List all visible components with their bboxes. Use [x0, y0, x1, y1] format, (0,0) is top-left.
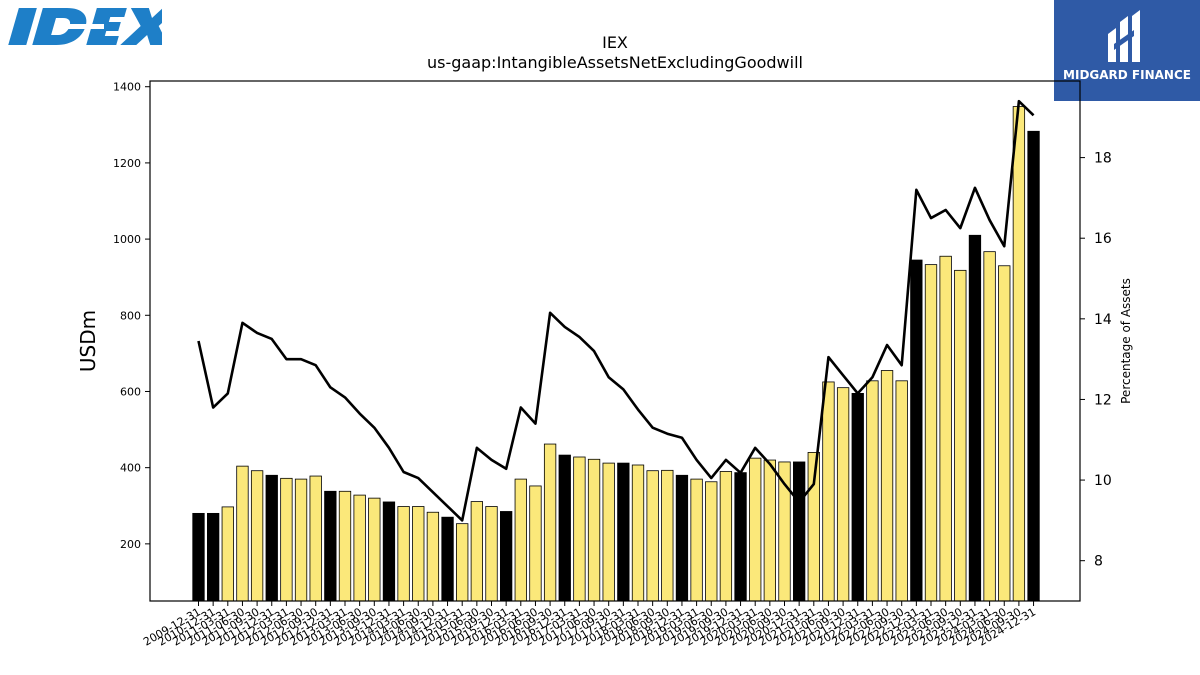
bar — [324, 490, 337, 602]
bar — [543, 443, 557, 602]
bar — [631, 464, 645, 602]
bar — [1012, 106, 1026, 602]
bar — [397, 506, 410, 602]
y2-tick-label: 12 — [1094, 392, 1112, 408]
bar — [690, 478, 703, 602]
bar — [353, 494, 366, 602]
bar — [221, 506, 234, 602]
bar — [705, 481, 718, 602]
bar — [573, 456, 586, 602]
bar — [719, 471, 733, 602]
bar — [368, 497, 381, 602]
y2-tick-label: 16 — [1094, 231, 1112, 247]
midgard-brand-text: MIDGARD FINANCE — [1063, 68, 1191, 82]
bar — [646, 470, 659, 602]
y2-tick-label: 18 — [1094, 151, 1112, 167]
bar — [939, 255, 952, 602]
bar — [558, 454, 571, 602]
bar — [983, 251, 996, 602]
line-layer — [197, 99, 1035, 522]
y2-tick-label: 14 — [1094, 312, 1112, 328]
bar — [338, 490, 352, 602]
bar — [529, 485, 542, 602]
bar — [499, 511, 513, 602]
bar — [822, 381, 835, 602]
axes-layer: 200400600800100012001400810121416182009-… — [113, 80, 1112, 649]
bar — [587, 458, 601, 602]
percentage-line — [197, 99, 1035, 522]
bar — [602, 462, 615, 602]
bar — [236, 465, 249, 602]
chart-title: IEX — [602, 33, 628, 52]
bar — [661, 469, 674, 602]
bar — [441, 516, 454, 602]
midgard-finance-logo: MIDGARD FINANCE — [1054, 0, 1200, 101]
y2-tick-label: 8 — [1094, 554, 1103, 570]
bar — [1027, 130, 1040, 602]
bar — [836, 387, 850, 602]
bar — [470, 501, 484, 602]
bar — [514, 478, 527, 602]
bar — [954, 269, 967, 602]
bar — [206, 512, 220, 602]
y-tick-label: 1000 — [113, 233, 141, 246]
bar — [309, 475, 322, 602]
bar — [763, 459, 776, 602]
bar — [456, 523, 469, 602]
y-tick-label: 400 — [120, 462, 141, 475]
bar — [793, 461, 806, 602]
bar — [485, 506, 498, 602]
bar — [382, 501, 396, 602]
midgard-emblem-icon — [1108, 10, 1140, 62]
chart-subtitle: us-gaap:IntangibleAssetsNetExcludingGood… — [427, 53, 803, 72]
bar — [924, 264, 938, 602]
y-tick-label: 600 — [120, 385, 141, 398]
idex-logo — [8, 8, 162, 45]
bar — [265, 474, 278, 602]
bar — [617, 462, 630, 602]
y-tick-label: 1400 — [113, 81, 141, 94]
bar — [880, 370, 894, 602]
bars-layer — [192, 106, 1040, 602]
bar — [294, 478, 308, 602]
bar — [280, 477, 293, 602]
bar — [968, 234, 982, 602]
y2-tick-label: 10 — [1094, 473, 1112, 489]
bar — [250, 470, 264, 602]
bar — [426, 511, 440, 602]
bar — [749, 457, 762, 602]
bar — [192, 512, 205, 602]
y-tick-label: 200 — [120, 538, 141, 551]
bar — [998, 265, 1011, 602]
bar — [895, 380, 908, 602]
y-tick-label: 800 — [120, 309, 141, 322]
y-axis-label: USDm — [76, 310, 100, 372]
bar — [866, 380, 879, 602]
y-tick-label: 1200 — [113, 157, 141, 170]
bar — [851, 392, 864, 602]
bar — [412, 506, 425, 602]
bar — [734, 472, 747, 602]
bar — [910, 259, 923, 602]
bar — [675, 474, 689, 602]
plot-frame — [149, 80, 1081, 602]
y2-axis-label: Percentage of Assets — [1119, 278, 1133, 404]
